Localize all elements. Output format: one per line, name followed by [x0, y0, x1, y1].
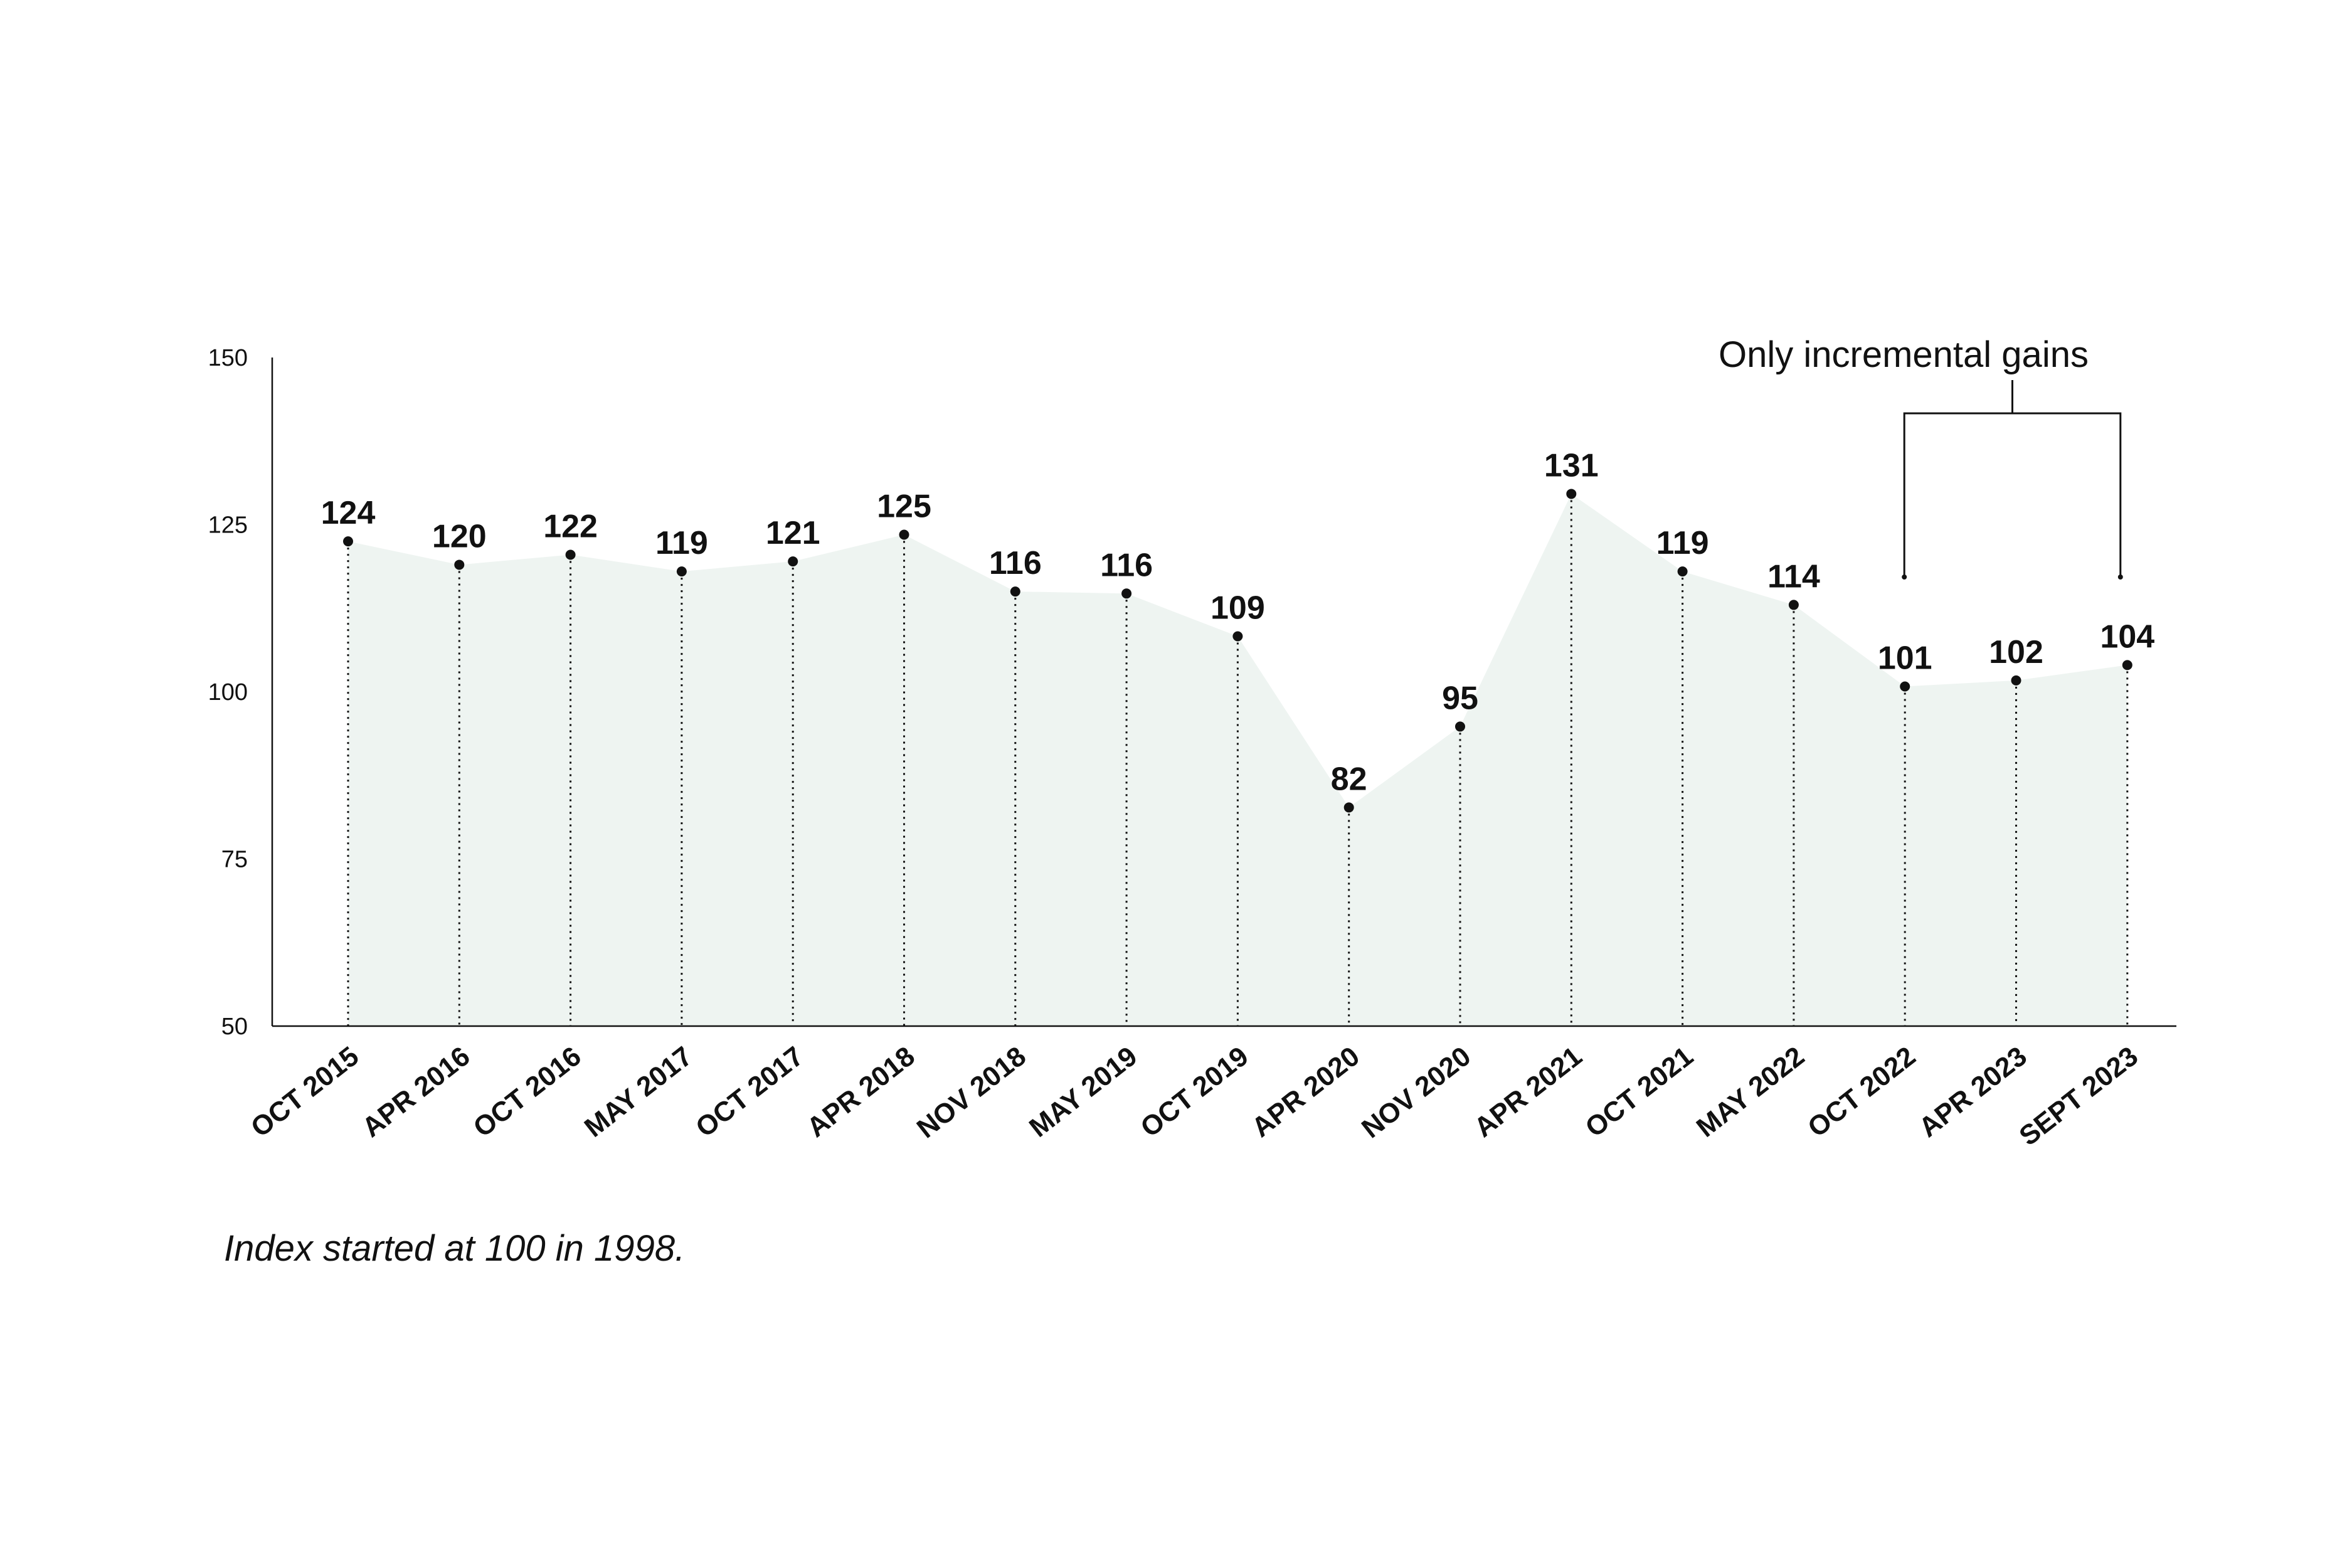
data-label: 114 — [1767, 558, 1820, 595]
x-tick-label: APR 2018 — [802, 1041, 921, 1143]
data-point — [1121, 588, 1132, 599]
data-point — [788, 556, 798, 567]
x-tick-label: OCT 2019 — [1135, 1041, 1254, 1143]
annotation-end-dot — [1902, 575, 1907, 580]
data-point — [2011, 675, 2021, 686]
dropline-layer — [347, 494, 2129, 1026]
x-tick-label: OCT 2022 — [1802, 1041, 1921, 1143]
data-point — [1455, 721, 1465, 732]
data-label: 120 — [432, 518, 487, 554]
x-tick-label: APR 2020 — [1246, 1041, 1365, 1143]
data-label: 102 — [1989, 634, 2043, 670]
data-label: 121 — [766, 515, 820, 551]
x-tick-label: OCT 2015 — [245, 1041, 364, 1143]
y-tick-label: 100 — [208, 679, 248, 706]
x-tick-label: MAY 2019 — [1024, 1041, 1143, 1143]
x-tick-label: APR 2021 — [1468, 1041, 1587, 1143]
y-tick-label: 75 — [221, 847, 248, 873]
data-label: 131 — [1544, 447, 1599, 484]
y-tick-layer: 150 125 100 75 50 — [208, 345, 248, 1040]
data-label: 125 — [877, 488, 931, 524]
data-label: 82 — [1331, 761, 1367, 797]
point-layer — [343, 489, 2132, 813]
area-fill — [348, 494, 2127, 1026]
data-point — [565, 549, 576, 560]
x-tick-label: MAY 2017 — [579, 1041, 698, 1143]
data-label: 104 — [2100, 618, 2154, 655]
y-tick-label: 125 — [208, 512, 248, 539]
data-label: 116 — [1100, 547, 1153, 583]
data-label-layer: 124 120 122 119 121 125 116 116 109 82 95 131 119 114… — [321, 447, 2155, 797]
data-label: 119 — [1656, 525, 1709, 561]
data-point — [1677, 566, 1688, 577]
x-tick-label: OCT 2021 — [1580, 1041, 1699, 1143]
data-point — [343, 536, 353, 547]
data-point — [1900, 681, 1910, 692]
y-tick-label: 50 — [221, 1014, 248, 1040]
data-point — [1788, 600, 1799, 610]
x-tick-label: NOV 2018 — [911, 1041, 1032, 1144]
data-point — [1232, 631, 1243, 642]
data-label: 109 — [1210, 590, 1265, 627]
data-label: 119 — [655, 525, 708, 561]
data-label: 95 — [1442, 680, 1478, 716]
data-label: 101 — [1878, 640, 1932, 676]
data-point — [454, 559, 465, 570]
data-label: 116 — [989, 545, 1042, 581]
data-point — [899, 529, 909, 540]
annotation-text: Only incremental gains — [1719, 334, 2089, 375]
x-tick-label: NOV 2020 — [1356, 1041, 1476, 1144]
x-tick-label: APR 2016 — [356, 1041, 475, 1143]
annotation-bracket-line — [1903, 412, 2122, 577]
chart-footnote: Index started at 100 in 1998. — [224, 1228, 685, 1269]
data-point — [1566, 489, 1577, 499]
x-tick-label: OCT 2017 — [690, 1041, 809, 1143]
x-tick-label: SEPT 2023 — [2013, 1041, 2143, 1152]
annotation-end-dot — [2117, 575, 2123, 580]
data-label: 124 — [321, 495, 376, 531]
y-tick-label: 150 — [208, 345, 248, 371]
data-point — [2122, 660, 2132, 670]
x-tick-label: OCT 2016 — [468, 1041, 587, 1143]
x-tick-label: MAY 2022 — [1691, 1041, 1810, 1143]
annotation-bracket: Only incremental gains — [1719, 334, 2123, 580]
data-point — [1343, 802, 1354, 813]
data-label: 122 — [543, 508, 598, 544]
data-point — [1010, 586, 1020, 597]
area-fill-layer — [348, 494, 2127, 1026]
data-point — [676, 566, 687, 577]
